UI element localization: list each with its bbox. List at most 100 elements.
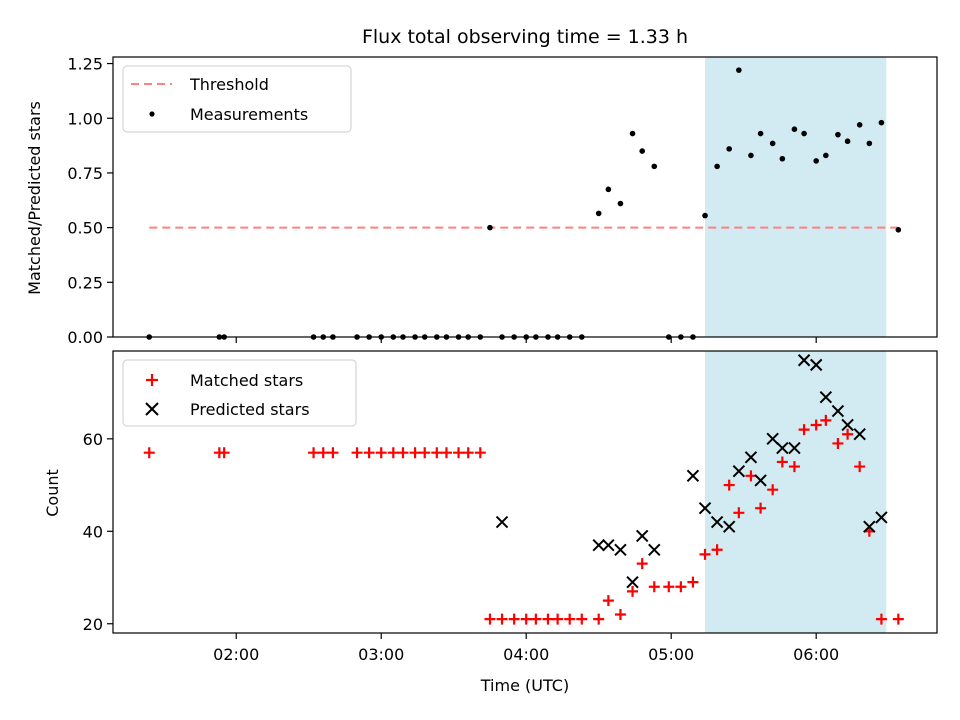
matched-stars-points — [143, 414, 904, 625]
predicted-star-point — [495, 515, 509, 529]
matched-star-point — [755, 502, 767, 514]
predicted-star-point — [875, 511, 888, 524]
matched-star-point — [440, 447, 452, 459]
bottom-x-tick-label: 05:00 — [648, 645, 694, 664]
x-axis-label: Time (UTC) — [480, 676, 569, 695]
matched-star-point — [564, 613, 576, 625]
predicted-star-point — [766, 432, 779, 446]
bottom-y-tick-label: 40 — [83, 522, 103, 541]
top-y-ticks: 0.00 0.25 0.50 0.75 1.00 1.25 — [67, 55, 113, 347]
matched-star-point — [776, 456, 788, 468]
matched-star-point — [798, 424, 810, 436]
matched-star-point — [636, 558, 648, 570]
legend-predicted-label: Predicted stars — [190, 400, 310, 419]
predicted-star-point — [722, 520, 736, 533]
matched-star-point — [810, 419, 822, 431]
top-y-tick-label: 0.25 — [67, 273, 103, 292]
legend-predicted-swatch — [145, 402, 159, 416]
bottom-panel: 20 40 60 02:00 03:00 04:00 05:00 06:00 Count T… — [43, 350, 938, 695]
bottom-x-tick-label: 06:00 — [793, 645, 839, 664]
bottom-y-axis-label: Count — [43, 469, 62, 517]
matched-star-point — [711, 544, 723, 556]
matched-star-point — [576, 613, 588, 625]
predicted-star-point — [841, 418, 854, 432]
top-axes-frame — [112, 56, 938, 338]
bottom-x-tick-label: 04:00 — [503, 645, 549, 664]
matched-star-point — [397, 447, 409, 459]
predicted-star-point — [635, 529, 649, 543]
chart-title: Flux total observing time = 1.33 h — [362, 26, 688, 48]
matched-star-point — [496, 613, 508, 625]
top-y-tick-label: 1.00 — [67, 109, 103, 128]
measurement-point — [748, 152, 754, 159]
matched-star-point — [875, 613, 887, 625]
top-y-tick-label: 0.00 — [67, 328, 103, 347]
measurement-point — [629, 130, 636, 137]
predicted-star-point — [744, 451, 758, 464]
top-legend: Threshold Measurements — [122, 65, 352, 133]
predicted-star-point — [776, 441, 789, 455]
measurement-point — [757, 130, 764, 137]
predicted-star-point — [863, 520, 876, 533]
bottom-y-ticks: 20 40 60 — [83, 430, 113, 634]
predicted-star-point — [626, 575, 639, 589]
predicted-star-point — [809, 358, 823, 372]
measurement-point — [487, 224, 493, 231]
measurement-point — [878, 119, 885, 126]
matched-star-point — [648, 581, 660, 593]
matched-star-point — [409, 447, 421, 459]
bottom-highlight-span — [705, 351, 887, 633]
matched-star-point — [327, 447, 339, 459]
matched-star-point — [317, 447, 329, 459]
matched-star-point — [593, 613, 605, 625]
matched-star-point — [552, 613, 564, 625]
measurement-point — [866, 140, 873, 147]
predicted-star-point — [602, 538, 615, 552]
measurement-point — [639, 148, 645, 154]
matched-star-point — [431, 447, 443, 459]
top-y-tick-label: 0.75 — [67, 164, 103, 183]
measurement-point — [844, 138, 851, 145]
measurement-point — [835, 131, 841, 138]
measurement-point — [736, 67, 742, 73]
matched-star-point — [520, 613, 532, 625]
measurement-point — [605, 186, 612, 193]
measurement-point — [769, 140, 776, 147]
matched-star-point — [387, 447, 399, 459]
matched-star-point — [820, 414, 832, 426]
measurement-point — [856, 122, 863, 128]
bottom-legend: Matched stars Predicted stars — [122, 359, 357, 427]
measurement-point — [813, 158, 819, 164]
measurement-point — [823, 152, 829, 159]
bottom-x-tick-label: 02:00 — [213, 645, 259, 664]
predicted-star-point — [853, 428, 866, 441]
matched-star-point — [419, 447, 431, 459]
matched-star-point — [453, 447, 465, 459]
matched-star-point — [218, 447, 230, 459]
predicted-star-point — [648, 543, 661, 556]
legend-measurements-label: Measurements — [190, 105, 308, 124]
measurement-point — [779, 155, 786, 162]
matched-star-point — [892, 613, 904, 625]
measurement-point — [801, 130, 807, 137]
bottom-x-ticks: 02:00 03:00 04:00 05:00 06:00 — [213, 633, 839, 664]
predicted-star-point — [788, 441, 801, 455]
top-y-tick-label: 0.50 — [67, 219, 103, 238]
predicted-star-point — [819, 391, 833, 404]
measurement-point — [726, 146, 732, 152]
matched-star-point — [363, 447, 375, 459]
measurement-point — [791, 126, 798, 132]
matched-star-point — [842, 428, 854, 440]
matched-star-point — [788, 461, 800, 473]
predicted-star-point — [686, 469, 700, 483]
matched-star-point — [663, 581, 675, 593]
measurement-point — [895, 227, 902, 233]
matched-star-point — [308, 447, 320, 459]
predicted-stars-points — [495, 354, 888, 589]
matched-star-point — [542, 613, 554, 625]
predicted-star-point — [710, 515, 724, 529]
matched-star-point — [474, 447, 486, 459]
bottom-y-tick-label: 20 — [83, 615, 103, 634]
predicted-star-point — [797, 354, 811, 367]
matched-star-point — [375, 447, 387, 459]
